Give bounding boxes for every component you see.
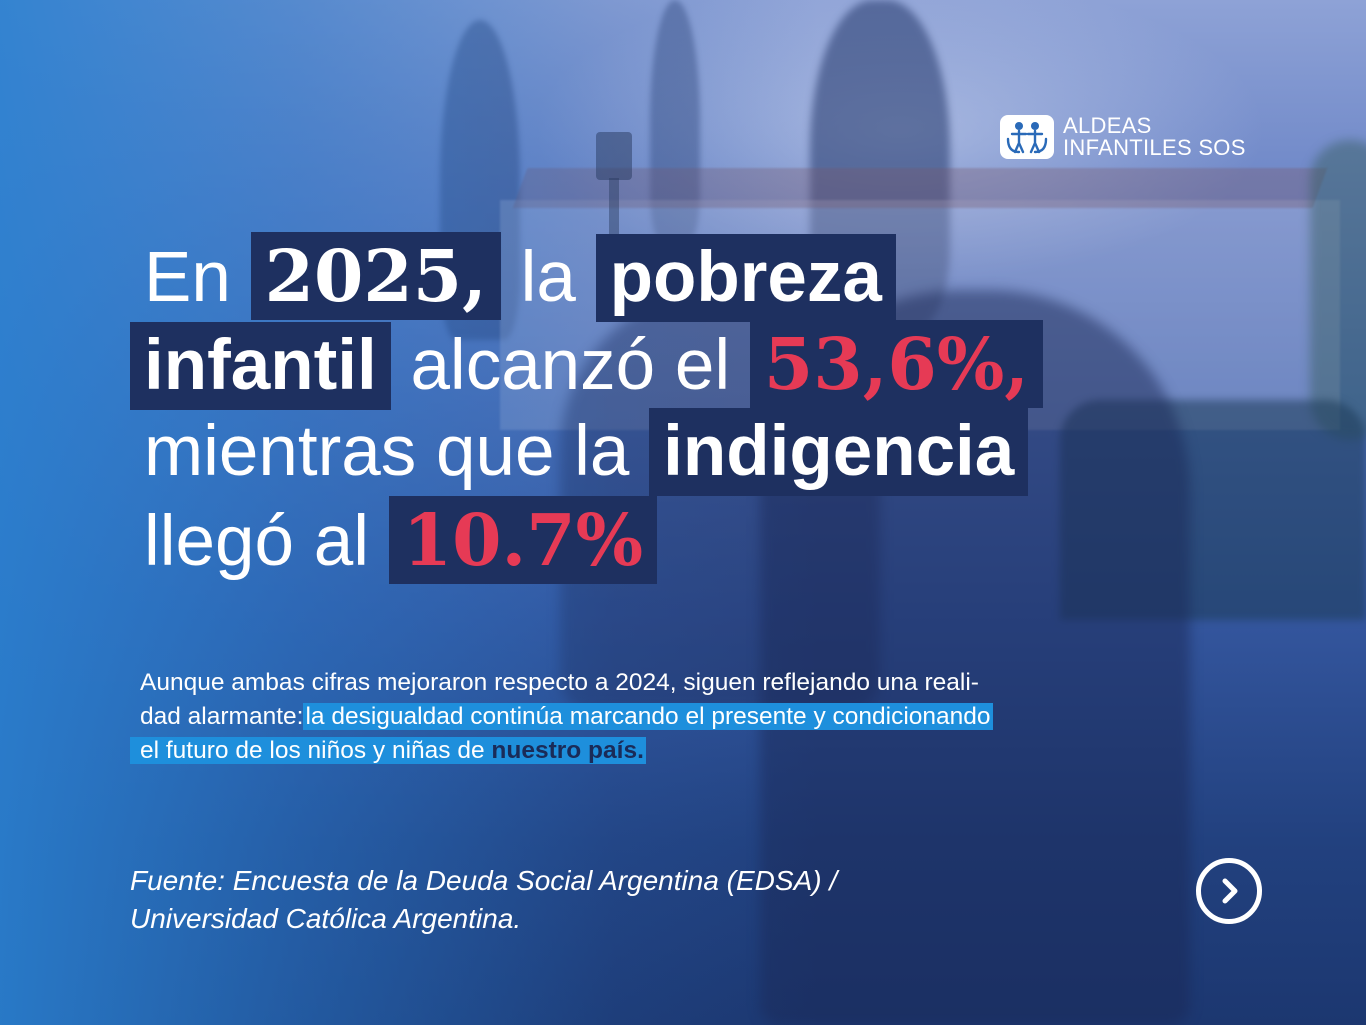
body-highlight: el futuro de los niños y niñas de nuestr…	[130, 737, 646, 764]
indigence-highlight: indigencia	[649, 408, 1029, 496]
body-line-2: dad alarmante:la desigualdad continúa ma…	[130, 700, 1130, 734]
source-citation: Fuente: Encuesta de la Deuda Social Arge…	[130, 862, 1030, 938]
headline-line-1: En 2025, la pobreza	[130, 232, 1130, 322]
headline-line-2: infantil alcanzó el 53,6%,	[130, 320, 1130, 410]
next-slide-button[interactable]	[1196, 858, 1262, 924]
logo-line-2: INFANTILES SOS	[1063, 135, 1246, 160]
headline-text: la	[520, 238, 576, 317]
logo-line-1: ALDEAS	[1063, 113, 1152, 138]
poverty-rate: 53,6%,	[749, 320, 1043, 408]
chevron-right-icon	[1222, 878, 1238, 904]
headline-text: En	[144, 238, 231, 317]
source-line-1: Fuente: Encuesta de la Deuda Social Arge…	[130, 865, 838, 896]
headline: En 2025, la pobreza infantil alcanzó el …	[130, 232, 1130, 584]
headline-text: llegó al	[144, 502, 369, 581]
poverty-highlight: pobreza	[595, 234, 896, 322]
body-text: el futuro de los niños y niñas de	[140, 737, 485, 764]
body-line-3: el futuro de los niños y niñas de nuestr…	[130, 734, 1130, 768]
headline-line-4: llegó al 10.7%	[130, 496, 1130, 584]
source-line-2: Universidad Católica Argentina.	[130, 903, 522, 934]
body-highlight: la desigualdad continúa marcando el pres…	[303, 703, 993, 730]
sos-children-icon	[1000, 115, 1054, 159]
brand-logo: ALDEAS INFANTILES SOS	[1000, 115, 1246, 159]
indigence-rate: 10.7%	[388, 496, 658, 584]
headline-text: alcanzó el	[410, 326, 731, 405]
year-highlight: 2025,	[250, 232, 501, 320]
infantil-highlight: infantil	[130, 322, 391, 410]
headline-line-3: mientras que la indigencia	[130, 408, 1130, 496]
body-paragraph: Aunque ambas cifras mejoraron respecto a…	[130, 666, 1130, 768]
body-emphasis: nuestro país.	[491, 737, 644, 764]
headline-text: mientras que la	[144, 412, 630, 491]
body-text: dad alarmante:	[140, 703, 304, 730]
body-line-1: Aunque ambas cifras mejoraron respecto a…	[140, 669, 979, 696]
